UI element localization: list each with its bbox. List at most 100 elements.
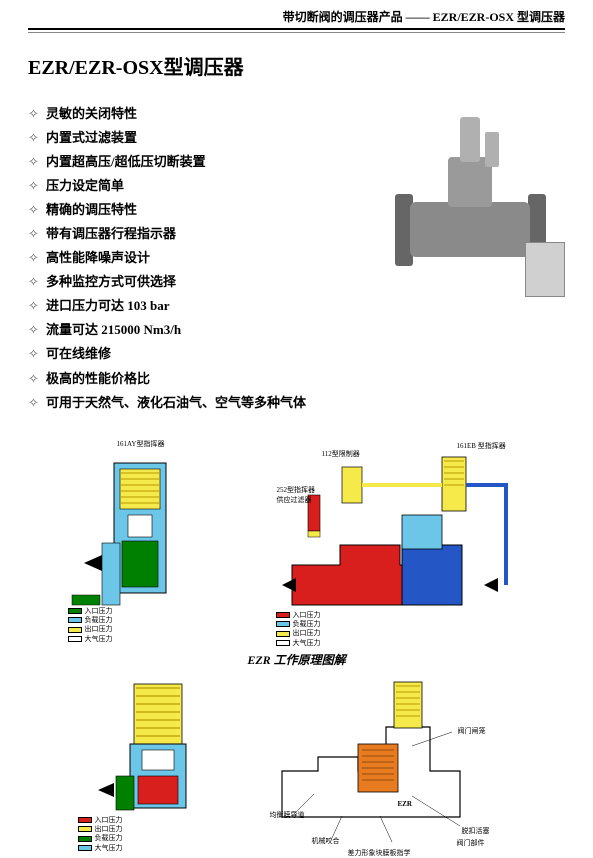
bullet-icon: ✧ xyxy=(28,198,46,222)
feature-item: ✧流量可达 215000 Nm3/h xyxy=(28,318,360,342)
header-sep: —— xyxy=(406,10,430,24)
bullet-icon: ✧ xyxy=(28,342,46,366)
legend-swatch xyxy=(276,640,290,646)
legend-swatch xyxy=(78,826,92,832)
feature-text: 进口压力可达 103 bar xyxy=(46,294,170,318)
feature-text: 内置超高压/超低压切断装置 xyxy=(46,150,206,174)
legend-label: 入口压力 xyxy=(95,816,123,824)
legend-row: 入口压力 xyxy=(276,611,321,619)
diagram-label: 均衡膜导道 xyxy=(270,810,305,820)
feature-list: ✧灵敏的关闭特性✧内置式过滤装置✧内置超高压/超低压切断装置✧压力设定简单✧精确… xyxy=(28,102,360,415)
page-header: 带切断阀的调压器产品 —— EZR/EZR-OSX 型调压器 xyxy=(28,8,565,30)
content-row: ✧灵敏的关闭特性✧内置式过滤装置✧内置超高压/超低压切断装置✧压力设定简单✧精确… xyxy=(28,102,565,415)
diagram-2-left: 入口压力出口压力负载压力大气压力 xyxy=(72,676,242,856)
feature-text: 内置式过滤装置 xyxy=(46,126,137,150)
page-title: EZR/EZR-OSX型调压器 xyxy=(28,51,565,80)
feature-text: 可用于天然气、液化石油气、空气等多种气体 xyxy=(46,391,306,415)
legend-swatch xyxy=(68,617,82,623)
legend-swatch xyxy=(78,845,92,851)
diagram-label: 161AY型指挥器 xyxy=(117,439,165,449)
legend-swatch xyxy=(78,817,92,823)
legend-row: 出口压力 xyxy=(276,629,321,637)
header-rule xyxy=(28,32,565,33)
valve-spring xyxy=(485,132,499,167)
legend-label: 大气压力 xyxy=(293,639,321,647)
feature-item: ✧带有调压器行程指示器 xyxy=(28,222,360,246)
feature-item: ✧内置超高压/超低压切断装置 xyxy=(28,150,360,174)
diagram-label: 161EB 型指挥器 xyxy=(457,441,506,451)
diagram-label: 阀门部件 xyxy=(457,838,485,848)
legend-swatch xyxy=(68,627,82,633)
legend-swatch xyxy=(276,612,290,618)
legend-row: 大气压力 xyxy=(68,635,113,643)
legend-label: 负载压力 xyxy=(293,620,321,628)
feature-text: 流量可达 215000 Nm3/h xyxy=(46,318,181,342)
legend-label: 大气压力 xyxy=(85,635,113,643)
diagram-label: 脱扣活塞 xyxy=(462,826,490,836)
legend-row: 入口压力 xyxy=(78,816,123,824)
legend-2: 入口压力负载压力出口压力大气压力 xyxy=(276,611,321,649)
diagram-label: 阀门闸笼 xyxy=(458,726,486,736)
legend-label: 大气压力 xyxy=(95,844,123,852)
legend-row: 负载压力 xyxy=(276,620,321,628)
feature-text: 极高的性能价格比 xyxy=(46,367,150,391)
valve-body xyxy=(410,202,530,257)
legend-swatch xyxy=(68,608,82,614)
bullet-icon: ✧ xyxy=(28,318,46,342)
diagram-label: EZR xyxy=(398,800,412,808)
bullet-icon: ✧ xyxy=(28,126,46,150)
feature-text: 灵敏的关闭特性 xyxy=(46,102,137,126)
feature-item: ✧极高的性能价格比 xyxy=(28,367,360,391)
legend-label: 出口压力 xyxy=(293,629,321,637)
legend-label: 出口压力 xyxy=(85,625,113,633)
bullet-icon: ✧ xyxy=(28,294,46,318)
legend-row: 负载压力 xyxy=(78,834,123,842)
feature-text: 多种监控方式可供选择 xyxy=(46,270,176,294)
legend-row: 大气压力 xyxy=(276,639,321,647)
diagram-label: 252型指挥器 供应过滤器 xyxy=(277,485,316,505)
bullet-icon: ✧ xyxy=(28,391,46,415)
feature-text: 精确的调压特性 xyxy=(46,198,137,222)
bullet-icon: ✧ xyxy=(28,222,46,246)
feature-text: 压力设定简单 xyxy=(46,174,124,198)
legend-swatch xyxy=(68,636,82,642)
bullet-icon: ✧ xyxy=(28,270,46,294)
diagram-label: 112型限制器 xyxy=(322,449,360,459)
diagram-1-left: 161AY型指挥器 入口压力负载压力出口压力大气压力 xyxy=(62,445,232,645)
diagram-label: 机械咬合 xyxy=(312,836,340,846)
feature-text: 高性能降噪声设计 xyxy=(46,246,150,270)
feature-item: ✧可用于天然气、液化石油气、空气等多种气体 xyxy=(28,391,360,415)
feature-text: 带有调压器行程指示器 xyxy=(46,222,176,246)
feature-item: ✧高性能降噪声设计 xyxy=(28,246,360,270)
diagram-2-right: 均衡膜导道 机械咬合 差力形象块膜板指学 阀门闸笼 脱扣活塞 阀门部件 EZR xyxy=(262,676,522,856)
legend-label: 负载压力 xyxy=(85,616,113,624)
header-model: EZR/EZR-OSX 型调压器 xyxy=(433,10,565,24)
bullet-icon: ✧ xyxy=(28,174,46,198)
legend-swatch xyxy=(78,836,92,842)
valve-spring xyxy=(460,117,480,162)
bullet-icon: ✧ xyxy=(28,102,46,126)
feature-text: 可在线维修 xyxy=(46,342,111,366)
legend-label: 负载压力 xyxy=(95,834,123,842)
legend-row: 入口压力 xyxy=(68,607,113,615)
legend-3: 入口压力出口压力负载压力大气压力 xyxy=(78,816,123,854)
feature-item: ✧进口压力可达 103 bar xyxy=(28,294,360,318)
bullet-icon: ✧ xyxy=(28,246,46,270)
legend-swatch xyxy=(276,631,290,637)
legend-label: 入口压力 xyxy=(85,607,113,615)
feature-item: ✧内置式过滤装置 xyxy=(28,126,360,150)
diagram-row-1: 161AY型指挥器 入口压力负载压力出口压力大气压力 112型限制器 161EB… xyxy=(28,445,565,645)
diagram-caption: EZR 工作原理图解 xyxy=(28,651,565,668)
legend-row: 出口压力 xyxy=(68,625,113,633)
feature-item: ✧压力设定简单 xyxy=(28,174,360,198)
feature-item: ✧多种监控方式可供选择 xyxy=(28,270,360,294)
valve-actuator-box xyxy=(525,242,565,297)
product-photo xyxy=(370,112,565,307)
legend-1: 入口压力负载压力出口压力大气压力 xyxy=(68,607,113,645)
feature-item: ✧可在线维修 xyxy=(28,342,360,366)
legend-label: 入口压力 xyxy=(293,611,321,619)
bullet-icon: ✧ xyxy=(28,150,46,174)
legend-row: 负载压力 xyxy=(68,616,113,624)
feature-item: ✧精确的调压特性 xyxy=(28,198,360,222)
legend-row: 出口压力 xyxy=(78,825,123,833)
